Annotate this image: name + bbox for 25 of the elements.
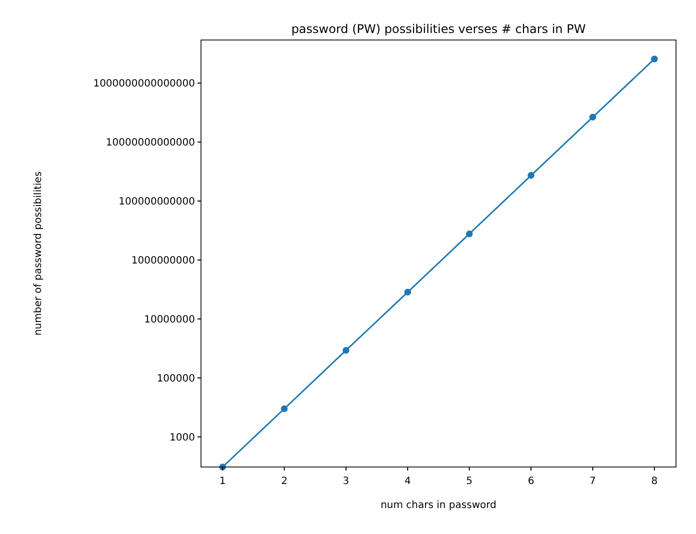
point <box>528 172 534 179</box>
point <box>589 114 596 121</box>
y-tick-label: 100000 <box>156 373 195 384</box>
y-tick-label: 1000000000 <box>131 255 195 266</box>
y-axis-title: number of password possibilities <box>33 171 44 336</box>
y-tick-label: 10000000000000 <box>106 138 195 149</box>
point <box>651 56 658 62</box>
y-tick-label: 1000000000000000 <box>93 78 195 90</box>
point <box>280 405 288 412</box>
point <box>404 288 412 296</box>
y-tick-label: 1000 <box>170 432 195 444</box>
x-tick-label: 7 <box>590 476 596 487</box>
y-tick-label: 10000000 <box>144 314 195 326</box>
chart-title: password (PW) possibilities verses # chars in PW <box>291 22 586 36</box>
x-tick-label: 1 <box>219 476 226 487</box>
y-tick-label: 100000000000 <box>118 196 195 208</box>
x-tick-label: 3 <box>342 476 350 487</box>
point <box>466 230 473 238</box>
x-tick-label: 5 <box>466 476 473 487</box>
x-tick-label: 2 <box>281 476 288 487</box>
point <box>342 346 350 354</box>
x-axis-title: num chars in password <box>380 500 496 511</box>
x-tick-label: 8 <box>651 476 658 487</box>
x-tick-label: 6 <box>528 476 534 487</box>
x-tick-label: 4 <box>404 476 411 487</box>
